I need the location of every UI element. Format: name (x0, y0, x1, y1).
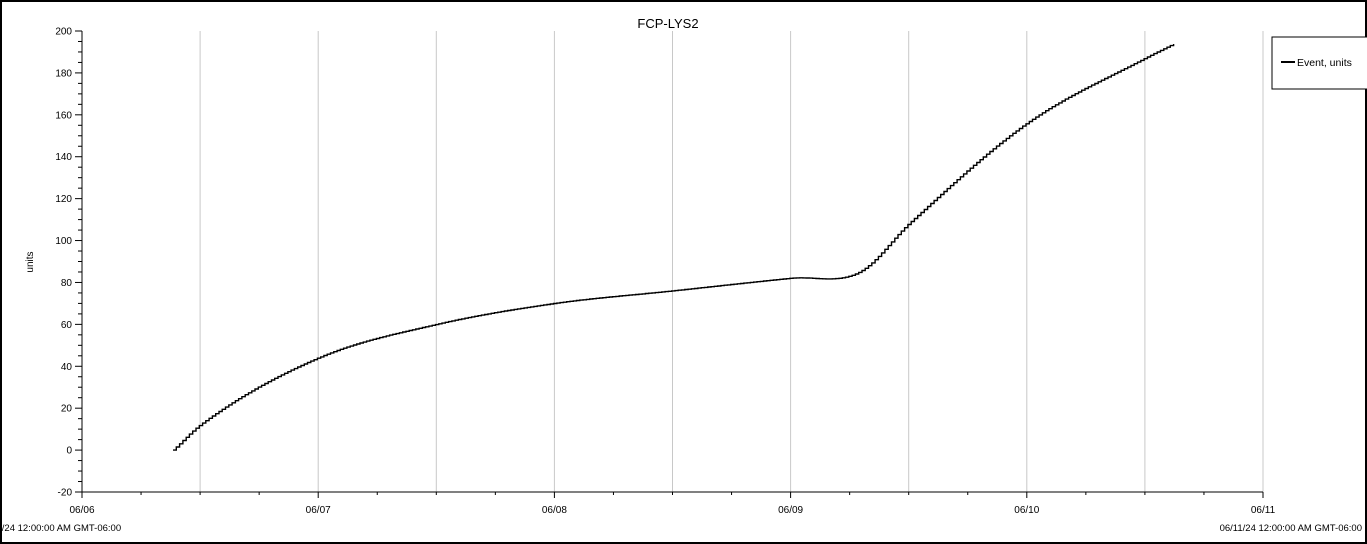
y-tick-label: 180 (55, 68, 72, 79)
y-tick-label: 120 (55, 194, 72, 205)
y-tick-label: 0 (66, 446, 72, 457)
y-tick-label: 100 (55, 236, 72, 247)
x-tick-label: 06/06 (69, 505, 94, 516)
x-tick-label: 06/11 (1251, 505, 1276, 516)
y-tick-label: -20 (58, 488, 73, 499)
x-range-end-label: 06/11/24 12:00:00 AM GMT-06:00 (1220, 523, 1362, 534)
x-tick-label: 06/07 (306, 505, 331, 516)
y-tick-label: 200 (55, 27, 72, 38)
vertical-grid (199, 31, 1264, 492)
y-axis: -20 0 20 40 60 80 100 120 140 160 180 200 (55, 27, 83, 499)
series-line (173, 44, 1175, 451)
series-group (173, 44, 1175, 451)
x-tick-label: 06/10 (1014, 505, 1039, 516)
chart-title: FCP-LYS2 (637, 16, 698, 31)
x-tick-label: 06/08 (542, 505, 567, 516)
y-tick-label: 40 (61, 362, 73, 373)
y-tick-label: 80 (61, 278, 73, 289)
x-axis: 06/06 06/07 06/08 06/09 06/10 06/11 (69, 491, 1276, 516)
x-tick-label: 06/09 (778, 505, 803, 516)
y-tick-label: 140 (55, 152, 72, 163)
legend-label: Event, units (1297, 57, 1352, 69)
y-tick-label: 20 (61, 404, 73, 415)
y-axis-label: units (25, 251, 36, 272)
y-tick-label: 60 (61, 320, 73, 331)
x-range-start-label: 06/06/24 12:00:00 AM GMT-06:00 (0, 523, 121, 534)
legend: Event, units (1271, 36, 1367, 90)
y-tick-label: 160 (55, 110, 72, 121)
